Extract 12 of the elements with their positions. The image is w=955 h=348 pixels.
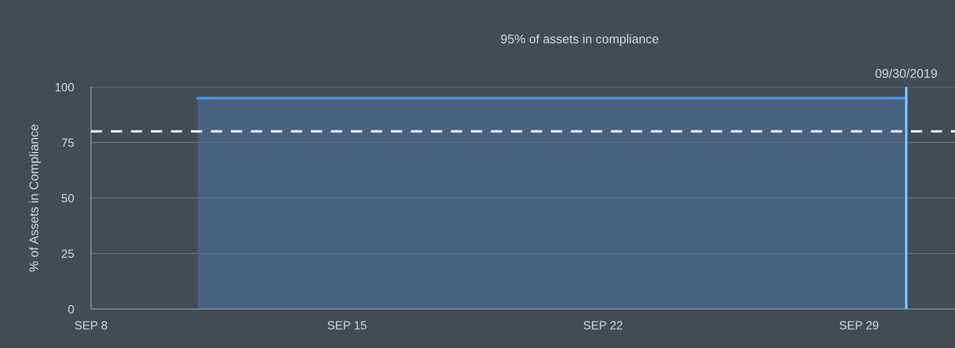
y-tick-label: 50 [62, 194, 74, 202]
ref-line-label: 09/30/2019 [875, 68, 937, 78]
x-tick-label: SEP 8 [74, 321, 108, 330]
y-tick-label: 100 [56, 83, 74, 92]
y-tick-label: 0 [68, 305, 74, 314]
x-tick-label: SEP 22 [584, 321, 622, 330]
x-tick-label: SEP 29 [840, 321, 878, 330]
y-axis-title: % of Assets in Compliance [29, 124, 41, 272]
y-tick-label: 75 [62, 138, 74, 147]
chart-title: 95% of assets in compliance [501, 34, 658, 46]
x-tick-label: SEP 15 [328, 321, 366, 330]
y-tick-label: 25 [62, 250, 74, 258]
